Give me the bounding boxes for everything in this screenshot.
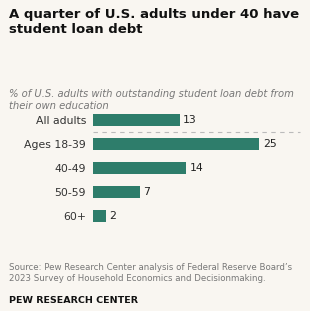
Text: 7: 7 [143,187,150,197]
Text: A quarter of U.S. adults under 40 have
student loan debt: A quarter of U.S. adults under 40 have s… [9,8,299,36]
Text: 14: 14 [189,163,203,173]
Bar [93,186,140,198]
Text: 13: 13 [183,115,197,125]
Bar [93,162,186,174]
Bar [93,210,106,222]
Text: 25: 25 [263,139,277,149]
Text: Source: Pew Research Center analysis of Federal Reserve Board’s
2023 Survey of H: Source: Pew Research Center analysis of … [9,263,292,283]
Text: 2: 2 [110,211,117,221]
Bar [93,114,179,126]
Text: PEW RESEARCH CENTER: PEW RESEARCH CENTER [9,296,138,305]
Text: % of U.S. adults with outstanding student loan debt from
their own education: % of U.S. adults with outstanding studen… [9,89,294,111]
Bar [93,138,259,150]
